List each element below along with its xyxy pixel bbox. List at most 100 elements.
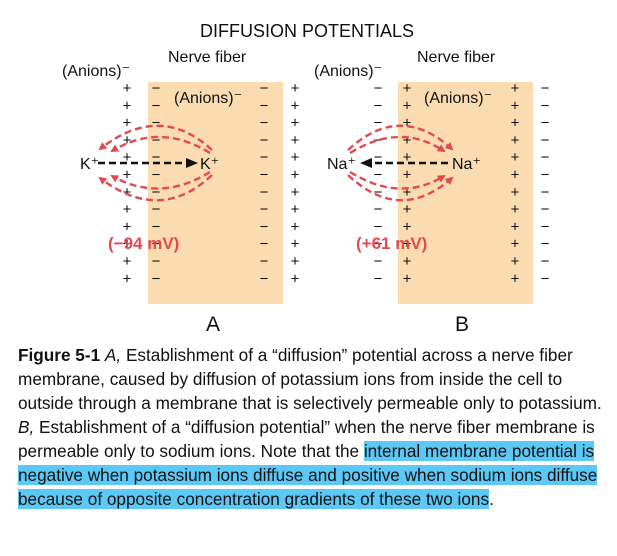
- charge-sign: −: [541, 149, 550, 166]
- nerve-fiber-region: [148, 82, 283, 304]
- panel-a: ++++++++++++−−−−−−−−−−−−−−−−−−−−−−−−++++…: [62, 49, 300, 336]
- charge-sign: +: [123, 115, 132, 132]
- charge-sign: +: [291, 184, 300, 201]
- charge-sign: −: [260, 270, 269, 287]
- charge-sign: +: [291, 97, 300, 114]
- charge-sign: +: [511, 80, 520, 97]
- charge-sign: −: [541, 201, 550, 218]
- charge-sign: −: [152, 167, 161, 184]
- charge-sign: −: [374, 97, 383, 114]
- charge-sign: +: [403, 218, 412, 235]
- inside-ion-label: K⁺: [200, 156, 219, 173]
- inside-anions-label: (Anions)⁻: [424, 90, 492, 107]
- panel-letter: B: [455, 313, 469, 336]
- charge-sign: −: [260, 167, 269, 184]
- charge-sign: +: [123, 218, 132, 235]
- ion-flow-arrow-upper-outer: [98, 124, 213, 151]
- charge-sign: −: [374, 132, 383, 149]
- caption-part-b-marker: B,: [18, 417, 35, 437]
- charge-sign: −: [541, 270, 550, 287]
- charge-sign: +: [511, 149, 520, 166]
- inside-anions-label: (Anions)⁻: [174, 90, 242, 107]
- charge-sign: +: [403, 132, 412, 149]
- charge-sign: −: [152, 270, 161, 287]
- charge-sign: −: [260, 132, 269, 149]
- charge-sign: +: [291, 132, 300, 149]
- charge-sign: +: [403, 270, 412, 287]
- charge-sign: −: [541, 253, 550, 270]
- charge-sign: −: [374, 167, 383, 184]
- charge-sign: −: [152, 253, 161, 270]
- charge-sign: −: [152, 80, 161, 97]
- charge-sign: +: [123, 201, 132, 218]
- charge-sign: +: [291, 201, 300, 218]
- charge-sign: −: [541, 167, 550, 184]
- charge-sign: +: [511, 97, 520, 114]
- charge-sign: −: [374, 270, 383, 287]
- charge-sign: +: [123, 97, 132, 114]
- charge-sign: −: [260, 149, 269, 166]
- figure-caption: Figure 5-1 A, Establishment of a “diffus…: [18, 343, 608, 511]
- charge-sign: −: [152, 218, 161, 235]
- charge-sign: +: [403, 97, 412, 114]
- figure-label: Figure 5-1: [18, 345, 101, 365]
- charge-sign: +: [403, 201, 412, 218]
- inside-ion-label: Na⁺: [452, 156, 481, 173]
- membrane-charges: ++++++++++++−−−−−−−−−−−−−−−−−−−−−−−−++++…: [123, 80, 300, 287]
- charge-sign: −: [374, 201, 383, 218]
- caption-end: .: [489, 489, 494, 509]
- diffusion-potentials-diagram: DIFFUSION POTENTIALS ++++++++++++−−−−−−−…: [62, 21, 550, 336]
- charge-sign: −: [541, 236, 550, 253]
- caption-part-a-text: Establishment of a “diffusion” potential…: [18, 345, 602, 413]
- charge-sign: +: [511, 236, 520, 253]
- charge-sign: +: [291, 236, 300, 253]
- charge-sign: −: [152, 132, 161, 149]
- outside-ion-label: K⁺: [80, 156, 99, 173]
- panel-letter: A: [206, 313, 220, 336]
- charge-sign: +: [291, 115, 300, 132]
- charge-sign: +: [511, 184, 520, 201]
- charge-sign: −: [541, 80, 550, 97]
- charge-sign: +: [403, 80, 412, 97]
- charge-sign: +: [403, 149, 412, 166]
- nerve-fiber-label: Nerve fiber: [168, 49, 247, 66]
- charge-sign: −: [260, 201, 269, 218]
- charge-sign: +: [511, 270, 520, 287]
- charge-sign: −: [260, 115, 269, 132]
- charge-sign: +: [403, 167, 412, 184]
- ion-flow-arrow-lower-outer: [347, 174, 454, 202]
- charge-sign: −: [260, 253, 269, 270]
- charge-sign: −: [152, 97, 161, 114]
- nerve-fiber-label: Nerve fiber: [417, 49, 496, 66]
- charge-sign: −: [541, 218, 550, 235]
- charge-sign: +: [123, 184, 132, 201]
- caption-part-a-marker: A,: [104, 345, 122, 365]
- charge-sign: −: [152, 184, 161, 201]
- charge-sign: +: [291, 80, 300, 97]
- charge-sign: −: [260, 184, 269, 201]
- ion-flow-arrow-upper-inner: [349, 135, 446, 155]
- charge-sign: +: [123, 167, 132, 184]
- charge-sign: −: [374, 184, 383, 201]
- charge-sign: +: [511, 201, 520, 218]
- charge-sign: +: [291, 167, 300, 184]
- charge-sign: −: [374, 115, 383, 132]
- outside-ion-label: Na⁺: [327, 156, 356, 173]
- ion-flow-arrow-lower-outer: [98, 174, 213, 202]
- panel-b: −−−−−−−−−−−−++++++++++++++++++++++++−−−−…: [314, 49, 550, 336]
- membrane-charges: −−−−−−−−−−−−++++++++++++++++++++++++−−−−…: [374, 80, 550, 287]
- charge-sign: −: [374, 218, 383, 235]
- charge-sign: −: [541, 132, 550, 149]
- outside-anions-label: (Anions)⁻: [314, 63, 382, 80]
- charge-sign: +: [403, 236, 412, 253]
- ion-flow-arrow-lower-inner: [349, 170, 446, 190]
- charge-sign: +: [123, 253, 132, 270]
- charge-sign: −: [374, 80, 383, 97]
- charge-sign: +: [123, 270, 132, 287]
- charge-sign: +: [123, 132, 132, 149]
- charge-sign: −: [260, 97, 269, 114]
- charge-sign: −: [541, 115, 550, 132]
- charge-sign: +: [291, 149, 300, 166]
- charge-sign: −: [374, 149, 383, 166]
- charge-sign: +: [511, 167, 520, 184]
